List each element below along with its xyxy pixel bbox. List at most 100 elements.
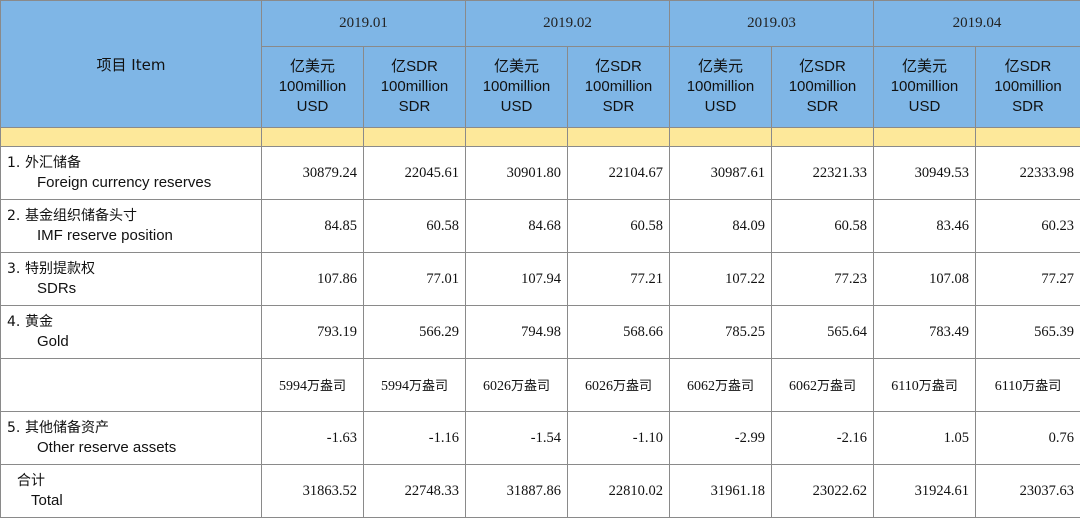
gold-ounces-cell: 5994万盎司 <box>262 359 364 412</box>
value-cell: 77.27 <box>976 253 1080 306</box>
label-zh-text: 黄金 <box>25 314 53 330</box>
ounces-value: 6026 <box>483 379 511 394</box>
unit-label-zh: 亿SDR <box>364 57 465 77</box>
value-cell: -1.54 <box>466 412 568 465</box>
label-number: 2. <box>7 206 25 226</box>
stripe-cell <box>874 128 976 147</box>
ounces-unit: 万盎司 <box>613 379 652 394</box>
ounces-unit: 万盎司 <box>307 379 346 394</box>
value-cell: -1.16 <box>364 412 466 465</box>
label-zh: 5.其他储备资产 <box>7 418 261 438</box>
unit-label-en2: USD <box>262 97 363 117</box>
unit-label-en2: USD <box>466 97 567 117</box>
label-zh: 1.外汇储备 <box>7 153 261 173</box>
value-cell: -2.99 <box>670 412 772 465</box>
value-cell: 31924.61 <box>874 465 976 518</box>
gold-ounces-cell: 6026万盎司 <box>466 359 568 412</box>
unit-label-zh: 亿美元 <box>262 57 363 77</box>
stripe-cell <box>772 128 874 147</box>
value-cell: 23022.62 <box>772 465 874 518</box>
month-header: 2019.03 <box>670 1 874 47</box>
value-cell: 565.39 <box>976 306 1080 359</box>
value-cell: 60.58 <box>364 200 466 253</box>
value-cell: 22748.33 <box>364 465 466 518</box>
value-cell: 60.58 <box>772 200 874 253</box>
ounces-value: 6110 <box>995 379 1022 394</box>
ounces-unit: 万盎司 <box>817 379 856 394</box>
unit-label-zh: 亿美元 <box>874 57 975 77</box>
gold-ounces-cell: 6062万盎司 <box>772 359 874 412</box>
unit-label-zh: 亿美元 <box>670 57 771 77</box>
label-en: Total <box>7 491 261 511</box>
value-cell: 31887.86 <box>466 465 568 518</box>
value-cell: -1.10 <box>568 412 670 465</box>
value-cell: 793.19 <box>262 306 364 359</box>
value-cell: 22045.61 <box>364 147 466 200</box>
unit-label-en2: USD <box>670 97 771 117</box>
label-en: Gold <box>7 332 261 352</box>
value-cell: 107.08 <box>874 253 976 306</box>
value-cell: 84.09 <box>670 200 772 253</box>
label-zh-text: 外汇储备 <box>25 155 81 171</box>
value-cell: 77.21 <box>568 253 670 306</box>
value-cell: 60.58 <box>568 200 670 253</box>
unit-label-en1: 100million <box>262 77 363 97</box>
unit-label-en2: SDR <box>772 97 873 117</box>
value-cell: -2.16 <box>772 412 874 465</box>
value-cell: 22810.02 <box>568 465 670 518</box>
label-en: SDRs <box>7 279 261 299</box>
value-cell: -1.63 <box>262 412 364 465</box>
row-label: 合计 Total <box>1 465 262 518</box>
value-cell: 22321.33 <box>772 147 874 200</box>
label-number: 4. <box>7 312 25 332</box>
month-header: 2019.02 <box>466 1 670 47</box>
stripe-cell <box>466 128 568 147</box>
unit-label-en1: 100million <box>364 77 465 97</box>
value-cell: 783.49 <box>874 306 976 359</box>
unit-label-en2: SDR <box>976 97 1080 117</box>
gold-ounces-cell: 5994万盎司 <box>364 359 466 412</box>
unit-label-en1: 100million <box>568 77 669 97</box>
label-en: Other reserve assets <box>7 438 261 458</box>
unit-label-en1: 100million <box>976 77 1080 97</box>
label-zh: 4.黄金 <box>7 312 261 332</box>
stripe-cell <box>976 128 1080 147</box>
value-cell: 31863.52 <box>262 465 364 518</box>
label-zh-text: 其他储备资产 <box>25 420 109 436</box>
value-cell: 77.01 <box>364 253 466 306</box>
value-cell: 23037.63 <box>976 465 1080 518</box>
value-cell: 84.85 <box>262 200 364 253</box>
value-cell: 22104.67 <box>568 147 670 200</box>
label-number: 1. <box>7 153 25 173</box>
value-cell: 107.22 <box>670 253 772 306</box>
label-en: Foreign currency reserves <box>7 173 261 193</box>
ounces-value: 6062 <box>687 379 715 394</box>
value-cell: 107.86 <box>262 253 364 306</box>
value-cell: 794.98 <box>466 306 568 359</box>
unit-label-zh: 亿SDR <box>976 57 1080 77</box>
unit-label-en2: USD <box>874 97 975 117</box>
label-zh: 合计 <box>7 471 261 491</box>
header-stripe <box>1 128 1080 147</box>
value-cell: 566.29 <box>364 306 466 359</box>
stripe-cell <box>262 128 364 147</box>
label-zh-text: 合计 <box>17 473 45 489</box>
gold-ounces-cell: 6062万盎司 <box>670 359 772 412</box>
value-cell: 83.46 <box>874 200 976 253</box>
ounces-unit: 万盎司 <box>1022 379 1061 394</box>
ounces-unit: 万盎司 <box>511 379 550 394</box>
value-cell: 60.23 <box>976 200 1080 253</box>
value-cell: 22333.98 <box>976 147 1080 200</box>
value-cell: 77.23 <box>772 253 874 306</box>
